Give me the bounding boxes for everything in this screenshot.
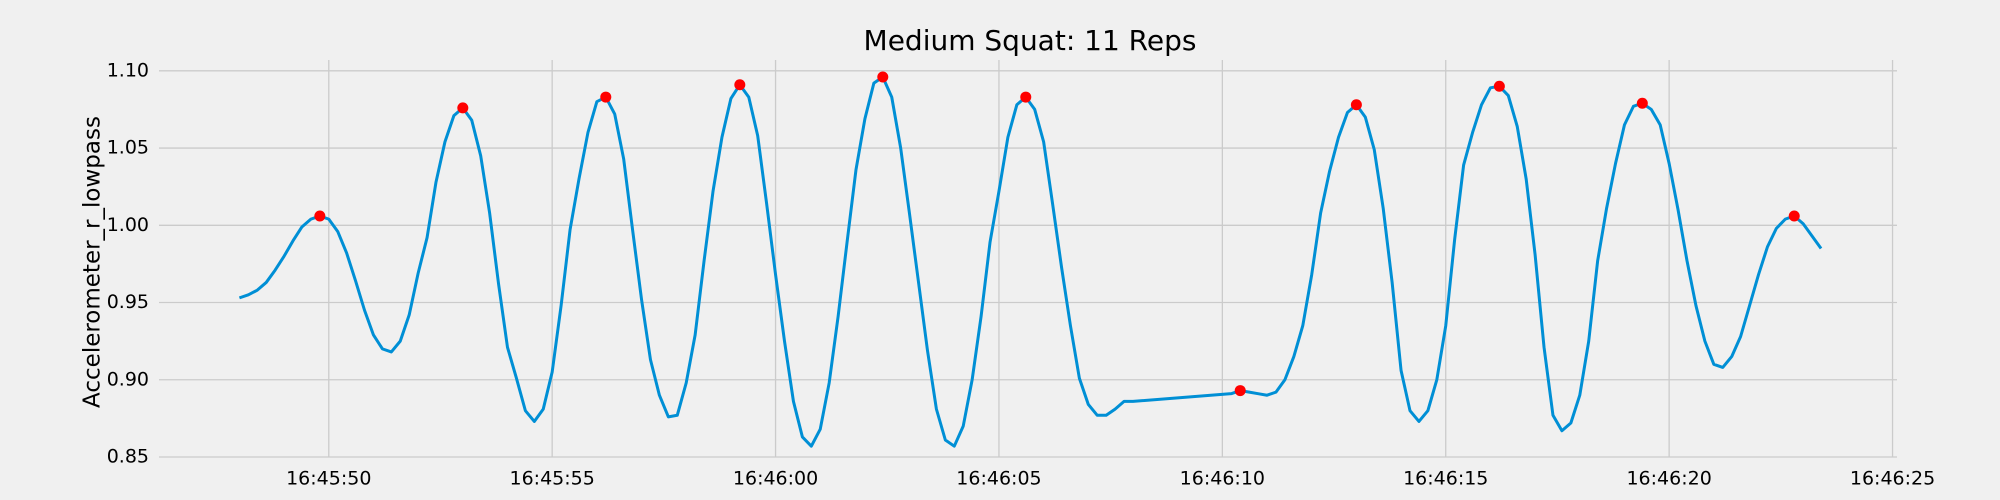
y-tick-label: 1.00: [107, 214, 149, 236]
y-tick-label: 0.90: [107, 368, 149, 390]
y-tick-label: 1.10: [107, 59, 149, 81]
peak-marker: [1350, 99, 1362, 111]
x-tick-label: 16:46:25: [1850, 468, 1935, 490]
peak-marker: [600, 91, 612, 103]
peak-marker: [1020, 91, 1032, 103]
peak-marker: [314, 210, 326, 222]
x-tick-label: 16:46:05: [956, 468, 1041, 490]
peak-marker: [1493, 80, 1505, 92]
x-tick-label: 16:45:50: [286, 468, 371, 490]
x-tick-label: 16:46:10: [1180, 468, 1265, 490]
peak-marker: [1234, 385, 1246, 397]
x-tick-label: 16:46:20: [1626, 468, 1711, 490]
y-tick-label: 1.05: [107, 137, 149, 159]
peak-marker: [734, 79, 746, 91]
y-tick-label: 0.95: [107, 291, 149, 313]
peak-marker: [457, 102, 469, 114]
x-tick-label: 16:46:00: [733, 468, 818, 490]
y-axis-label: Accelerometer_r_lowpass: [80, 116, 106, 408]
x-tick-label: 16:45:55: [510, 468, 595, 490]
data-line: [238, 75, 1823, 448]
peak-marker: [877, 71, 889, 83]
chart-title: Medium Squat: 11 Reps: [864, 24, 1197, 57]
peak-marker: [1788, 210, 1800, 222]
peak-marker: [1636, 97, 1648, 109]
y-tick-label: 0.85: [107, 446, 149, 468]
x-tick-label: 16:46:15: [1403, 468, 1488, 490]
